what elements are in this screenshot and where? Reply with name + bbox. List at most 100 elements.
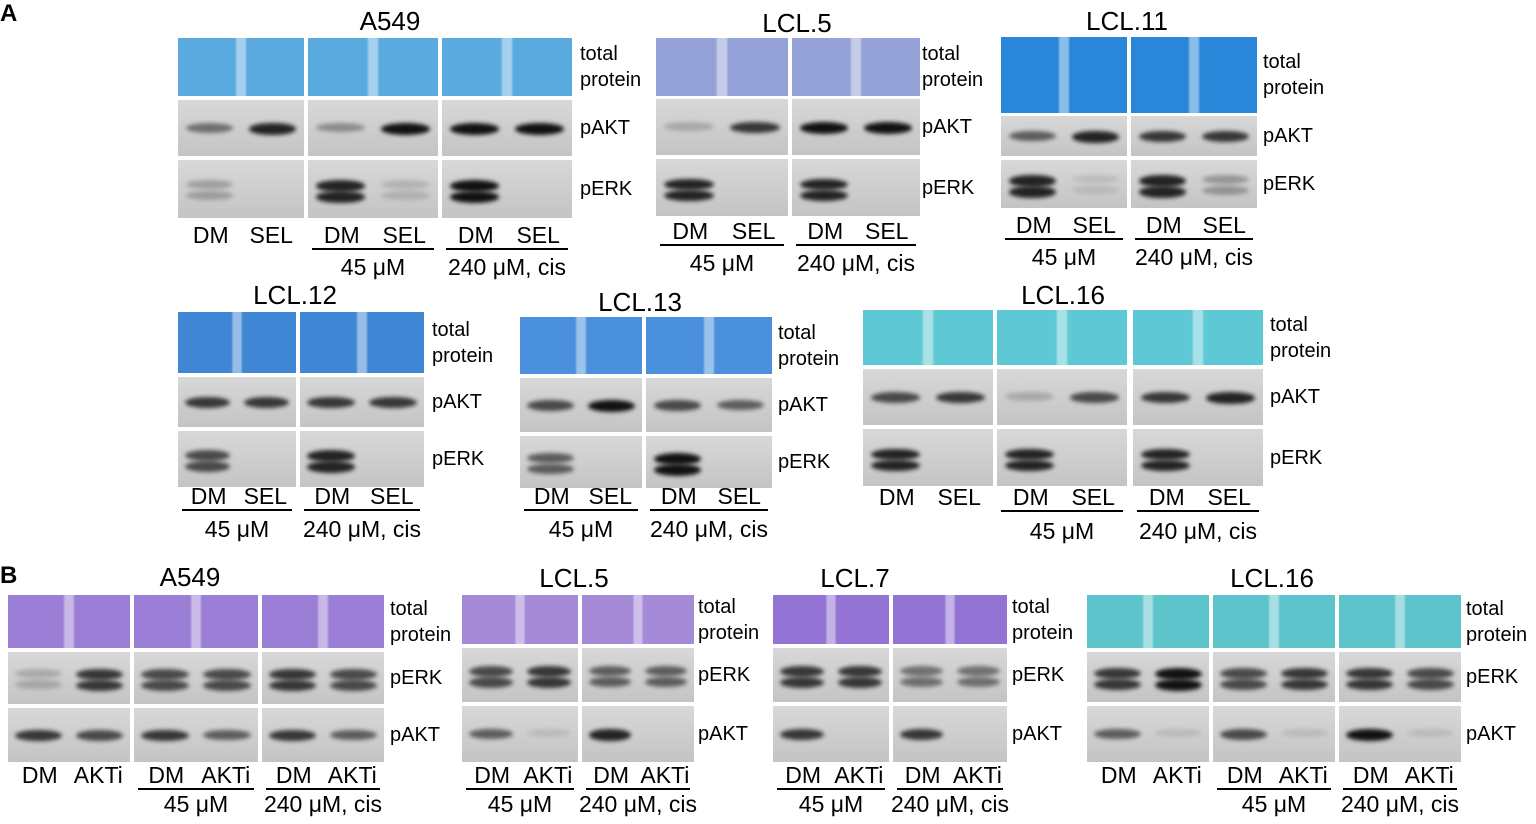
row-label: pAKT (1270, 386, 1321, 408)
band (315, 180, 366, 192)
underline (446, 248, 568, 250)
lane-label: DM (1012, 484, 1049, 510)
band (1205, 392, 1256, 404)
band (1220, 679, 1267, 690)
band (141, 680, 189, 691)
band (1138, 186, 1187, 198)
blot-pane (178, 431, 296, 487)
lane-label: DM (904, 762, 941, 788)
group-caption: 240 μM, cis (890, 791, 1010, 817)
band (244, 397, 289, 409)
lane-label: AKTi (201, 762, 251, 788)
lane-label: AKTi (640, 762, 690, 788)
band (449, 191, 500, 203)
band (269, 669, 316, 681)
blot-pane (1087, 652, 1209, 702)
band (185, 397, 230, 409)
blot-title: LCL.16 (1021, 280, 1105, 310)
band (1071, 186, 1120, 195)
band (369, 397, 417, 409)
row-label: pERK (1012, 664, 1065, 686)
band (1004, 448, 1055, 461)
blot-pane (997, 369, 1127, 425)
total-protein-stain (1087, 595, 1209, 648)
band (870, 448, 921, 461)
band (870, 392, 921, 403)
lane-label: DM (807, 218, 844, 244)
total-protein-stain (646, 317, 772, 374)
blot-pane (134, 708, 258, 762)
row-label: pERK (778, 451, 831, 473)
lane-label: AKTi (327, 762, 377, 788)
band (526, 666, 572, 678)
lane-label: SEL (1072, 212, 1116, 238)
blot-pane (8, 708, 130, 762)
blot-pane (893, 648, 1007, 702)
lane-label: DM (474, 762, 511, 788)
blot-pane (792, 99, 920, 155)
band (1346, 729, 1393, 741)
band (141, 730, 189, 742)
band (1281, 668, 1328, 680)
band (863, 122, 913, 134)
band (1004, 459, 1055, 472)
total-protein-stain (308, 38, 438, 96)
band (588, 666, 632, 677)
blot-pane (863, 429, 993, 486)
lane-label: SEL (717, 483, 761, 509)
row-label: total protein (1012, 595, 1074, 644)
group-caption: 240 μM, cis (1138, 518, 1258, 544)
band (1407, 729, 1454, 738)
group-caption: 240 μM, cis (1340, 791, 1460, 817)
band (269, 680, 316, 692)
band (799, 122, 849, 134)
band (1138, 175, 1187, 187)
lane-label: AKTi (834, 762, 884, 788)
lane-label: AKTi (1404, 762, 1454, 788)
lane-label: SEL (370, 483, 414, 509)
lane-label: DM (190, 483, 227, 509)
blot-pane (520, 436, 642, 488)
blot-pane (656, 159, 788, 216)
blot-pane (8, 652, 130, 704)
underline (586, 788, 690, 790)
blot-pane (308, 160, 438, 218)
total-protein-stain (1001, 37, 1127, 113)
band (1155, 668, 1202, 680)
blot-pane (520, 378, 642, 432)
total-protein-stain (773, 595, 889, 644)
total-protein-stain (1339, 595, 1461, 648)
underline (1135, 238, 1253, 240)
group-caption: 240 μM, cis (447, 254, 567, 280)
band (1008, 186, 1057, 198)
lane-label: AKTi (1278, 762, 1328, 788)
lane-label: SEL (588, 483, 633, 509)
blot-pane (462, 706, 578, 762)
band (527, 453, 574, 464)
band (935, 392, 986, 404)
total-protein-stain (1131, 37, 1257, 113)
total-protein-stain (1133, 310, 1263, 365)
band (15, 730, 62, 742)
lane-label: DM (878, 484, 915, 510)
blot-pane (997, 429, 1127, 486)
blot-pane (1213, 706, 1335, 762)
band (1220, 729, 1267, 740)
band (1140, 392, 1191, 404)
row-label: total protein (580, 43, 642, 91)
band (76, 669, 123, 681)
total-protein-stain (178, 312, 296, 373)
band (185, 180, 234, 189)
band (729, 122, 781, 134)
lane-label: DM (533, 483, 570, 509)
blot-pane (1001, 116, 1127, 156)
band (779, 729, 825, 741)
underline (466, 788, 574, 790)
row-label: pAKT (390, 724, 441, 746)
row-label: pAKT (698, 723, 749, 745)
band (779, 666, 825, 678)
lane-label: DM (1226, 762, 1263, 788)
row-label: pAKT (922, 116, 973, 138)
blot-title: A549 (159, 562, 221, 592)
band (1071, 175, 1120, 184)
